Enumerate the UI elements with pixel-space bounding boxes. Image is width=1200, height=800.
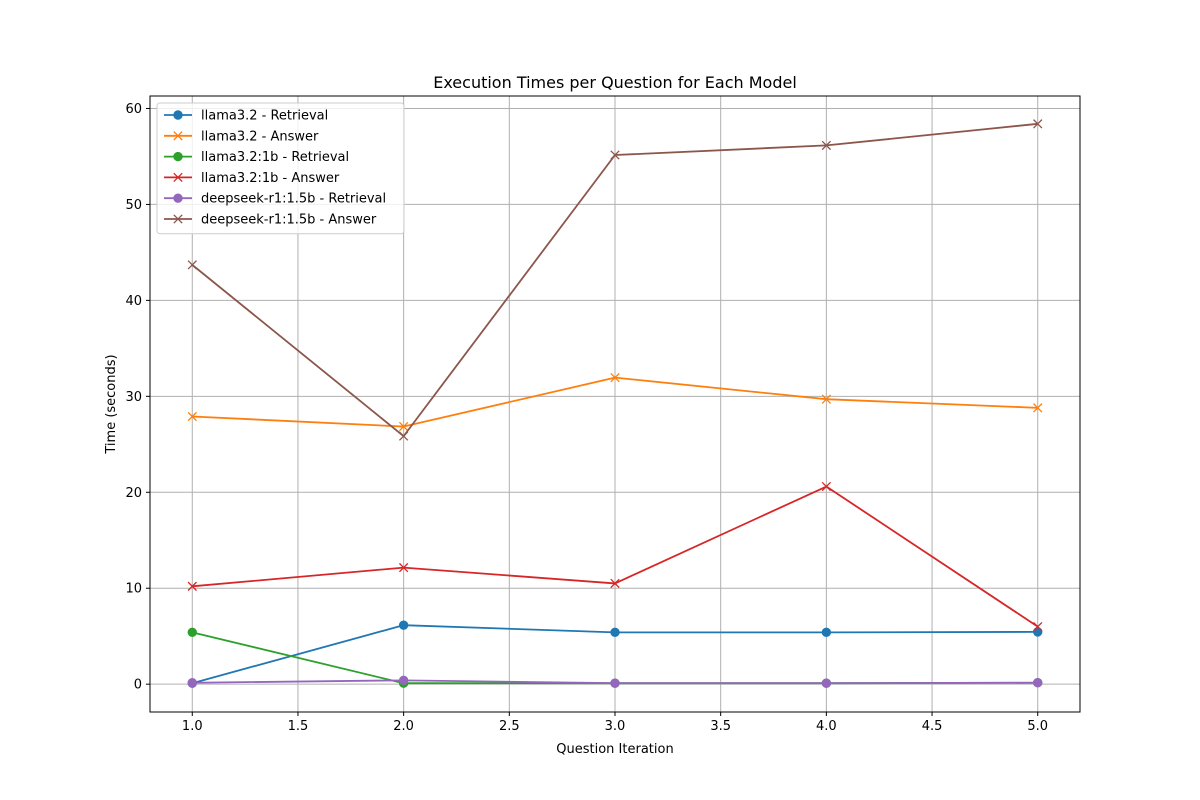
chart-title: Execution Times per Question for Each Mo… (433, 73, 797, 92)
legend-marker (173, 131, 183, 141)
data-point (398, 431, 409, 441)
y-tick-label: 20 (125, 486, 142, 501)
legend-label: llama3.2 - Answer (201, 129, 319, 144)
marker-stroke (187, 411, 197, 422)
marker-stroke (821, 394, 832, 404)
legend-label: deepseek-r1:1.5b - Retrieval (201, 192, 386, 207)
series-1 (187, 372, 1043, 432)
series-5 (187, 119, 1043, 441)
data-point (610, 627, 620, 638)
data-point (1033, 621, 1043, 632)
y-tick-label: 0 (134, 678, 142, 693)
marker-stroke (187, 581, 197, 591)
x-tick-label: 4.5 (922, 719, 943, 734)
x-axis-label: Question Iteration (556, 742, 673, 757)
marker-stroke (173, 131, 183, 141)
data-point (398, 675, 409, 686)
marker-stroke (398, 431, 409, 441)
data-point (187, 627, 197, 638)
data-point (610, 678, 620, 688)
legend-marker (173, 193, 183, 203)
marker-stroke (610, 578, 620, 589)
data-point (821, 140, 832, 151)
legend-label: llama3.2 - Retrieval (201, 109, 328, 124)
legend-label: deepseek-r1:1.5b - Answer (201, 213, 377, 228)
data-point (610, 372, 620, 383)
legend-box (156, 102, 405, 235)
marker-stroke (1033, 403, 1043, 413)
x-tick-label: 5.0 (1027, 719, 1048, 734)
marker-stroke (1033, 119, 1043, 129)
legend-item: llama3.2 - Answer (164, 129, 319, 144)
x-tick-label: 3.5 (710, 719, 731, 734)
legend-marker (173, 151, 183, 162)
data-point (821, 627, 832, 638)
legend-label: llama3.2:1b - Retrieval (201, 150, 349, 165)
data-point (821, 481, 832, 492)
marker-stroke (398, 562, 409, 573)
legend-item: deepseek-r1:1.5b - Answer (164, 213, 377, 228)
marker-stroke (821, 140, 832, 151)
legend-item: llama3.2:1b - Retrieval (164, 150, 349, 165)
y-tick-label: 30 (125, 390, 142, 405)
data-point (821, 678, 832, 688)
plot-frame (149, 95, 1081, 713)
x-tick-label: 3.0 (605, 719, 626, 734)
data-point (610, 578, 620, 589)
legend-marker (173, 214, 183, 224)
series-3 (187, 481, 1043, 632)
y-axis-label: Time (seconds) (104, 354, 119, 454)
marker-stroke (187, 260, 197, 270)
data-point (187, 411, 197, 422)
marker-stroke (173, 214, 183, 224)
legend-item: llama3.2:1b - Answer (164, 171, 340, 186)
series-0 (187, 620, 1043, 688)
x-tick-label: 1.5 (288, 719, 309, 734)
data-point (187, 260, 197, 270)
marker-stroke (173, 172, 183, 183)
y-tick-label: 60 (125, 102, 142, 117)
data-point (398, 421, 409, 432)
data-point (1033, 119, 1043, 129)
marker-stroke (821, 481, 832, 492)
x-tick-label: 2.5 (499, 719, 520, 734)
data-point (187, 581, 197, 591)
data-point (1033, 627, 1043, 637)
legend-item: llama3.2 - Retrieval (164, 109, 328, 124)
legend: llama3.2 - Retrieval llama3.2 - Answer lla… (156, 102, 405, 235)
y-tick-label: 40 (125, 294, 142, 309)
data-point (398, 620, 409, 630)
legend-label: llama3.2:1b - Answer (201, 171, 340, 186)
data-point (187, 678, 197, 688)
marker-stroke (398, 421, 409, 432)
data-point (610, 150, 620, 160)
y-tick-label: 10 (125, 582, 142, 597)
marker-stroke (610, 150, 620, 160)
x-tick-label: 4.0 (816, 719, 837, 734)
x-tick-label: 2.0 (393, 719, 414, 734)
axes: 1.0 1.5 2.0 2.5 3.0 3.5 4.0 4.5 5.0 0 10 20 30 40 50 60 (125, 102, 1048, 734)
marker-stroke (610, 372, 620, 383)
legend-marker (173, 172, 183, 183)
data-point (1033, 403, 1043, 413)
series-lines (187, 119, 1043, 688)
marker-stroke (1033, 621, 1043, 632)
data-point (821, 394, 832, 404)
legend-item: deepseek-r1:1.5b - Retrieval (164, 192, 386, 207)
data-point (398, 562, 409, 573)
data-point (1033, 678, 1043, 688)
y-tick-label: 50 (125, 198, 142, 213)
series-4 (187, 675, 1043, 688)
legend-marker (173, 110, 183, 120)
x-tick-label: 1.0 (182, 719, 203, 734)
